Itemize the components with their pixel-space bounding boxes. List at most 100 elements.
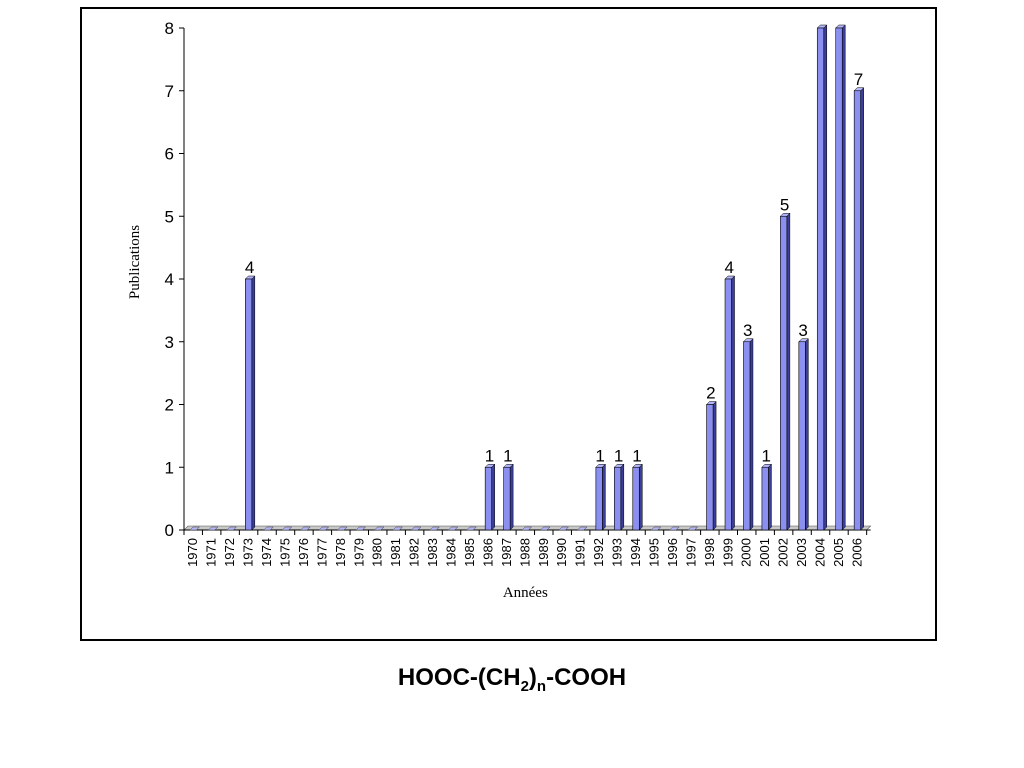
chart-frame: 0 1 2 3 4 5 6 7 8 1970 1971 1972 4 1973 1974 1975 1976 19… <box>80 7 937 641</box>
caption-main: HOOC-(CH <box>397 664 521 691</box>
x-tick-label: 1979 <box>351 538 366 567</box>
x-tick-label: 1977 <box>314 538 329 567</box>
x-tick-label: 1975 <box>277 538 292 567</box>
x-tick-label: 1987 <box>499 538 514 567</box>
x-tick-label: 1982 <box>407 538 422 567</box>
bar <box>207 526 219 531</box>
caption-sub-2: n <box>536 677 547 695</box>
y-tick-label: 2 <box>165 396 174 415</box>
bar-side <box>639 463 643 531</box>
x-tick-label: 1983 <box>425 538 440 567</box>
x-tick-label: 1986 <box>480 538 495 567</box>
y-tick-label: 6 <box>165 145 174 164</box>
data-label: 1 <box>761 446 770 465</box>
bar <box>447 526 459 531</box>
bar-side <box>251 275 256 531</box>
x-tick-label: 1972 <box>222 538 237 567</box>
x-tick-label: 1978 <box>333 538 348 567</box>
x-tick-label: 1990 <box>554 538 569 567</box>
data-label: 1 <box>632 446 641 465</box>
y-tick-label: 0 <box>165 521 174 540</box>
x-tick-label: 1970 <box>185 538 200 567</box>
x-tick-label: 2003 <box>794 538 809 567</box>
x-axis-title: Années <box>503 585 548 601</box>
bar <box>521 526 533 531</box>
x-tick-label: 2000 <box>739 538 754 567</box>
data-label: 5 <box>780 195 789 214</box>
x-tick-label: 1991 <box>573 538 588 567</box>
bar-side <box>860 87 864 531</box>
y-tick-label: 7 <box>165 82 174 101</box>
bar-side <box>602 463 606 531</box>
bar <box>189 526 201 531</box>
bar <box>300 526 311 531</box>
x-tick-label: 1992 <box>591 538 606 567</box>
bar <box>724 278 732 531</box>
caption-end: -COOH <box>546 664 627 691</box>
x-tick-label: 2005 <box>831 538 846 567</box>
bar <box>392 526 404 531</box>
x-tick-label: 1988 <box>517 538 532 567</box>
bar <box>484 466 492 531</box>
x-tick-label: 1974 <box>259 538 274 567</box>
data-label: 1 <box>595 446 604 465</box>
y-tick-label: 5 <box>165 207 174 226</box>
x-tick-label: 1985 <box>462 538 477 567</box>
bar <box>281 526 293 531</box>
x-tick-label: 1971 <box>204 538 219 567</box>
bar <box>853 90 861 531</box>
y-tick-label: 4 <box>165 270 174 289</box>
bar <box>706 404 714 531</box>
bar <box>576 526 588 531</box>
bar <box>614 466 622 531</box>
x-tick-label: 1994 <box>628 538 643 567</box>
x-tick-label: 1997 <box>683 538 698 567</box>
bar <box>595 466 603 531</box>
bar-side <box>823 24 828 531</box>
y-axis-title: Publications <box>127 225 143 299</box>
bar-side <box>749 338 754 531</box>
x-tick-label: 1984 <box>444 538 459 567</box>
x-tick-label: 2004 <box>813 538 828 567</box>
bar <box>816 27 825 531</box>
bar <box>780 215 788 531</box>
bar <box>503 466 511 531</box>
data-label: 3 <box>798 321 807 340</box>
bar-side <box>841 24 846 531</box>
y-tick-label: 3 <box>165 333 174 352</box>
caption-sub-1: 2 <box>520 677 529 695</box>
x-tick-label: 1999 <box>720 538 735 567</box>
bar-side <box>509 463 514 531</box>
bar <box>743 341 751 531</box>
data-label: 4 <box>725 258 734 277</box>
data-label: 1 <box>485 446 494 465</box>
x-tick-label: 1980 <box>370 538 385 567</box>
data-label: 1 <box>503 446 512 465</box>
x-tick-label: 1989 <box>536 538 551 567</box>
data-label: 4 <box>245 258 254 277</box>
bar <box>226 526 237 531</box>
bar <box>336 526 348 531</box>
bar <box>373 526 385 531</box>
bar <box>429 526 440 531</box>
x-tick-label: 2001 <box>757 538 772 567</box>
x-tick-label: 1996 <box>665 538 680 567</box>
bar <box>761 466 769 531</box>
x-tick-label: 2006 <box>849 538 864 567</box>
data-label: 3 <box>743 321 752 340</box>
y-tick-label: 1 <box>165 458 174 477</box>
bars <box>189 24 865 531</box>
bar-side <box>768 463 772 531</box>
formula-caption: HOOC-(CH2)n-COOH <box>0 664 1024 695</box>
y-tick-label: 8 <box>165 19 174 38</box>
bar-side <box>712 400 717 531</box>
bar <box>245 278 253 531</box>
x-tick-label: 1995 <box>646 538 661 567</box>
x-tick-label: 1973 <box>241 538 256 567</box>
bar <box>558 526 570 531</box>
bar <box>650 526 662 531</box>
bar <box>318 526 330 531</box>
bar-side <box>786 212 791 531</box>
bar <box>355 526 367 531</box>
